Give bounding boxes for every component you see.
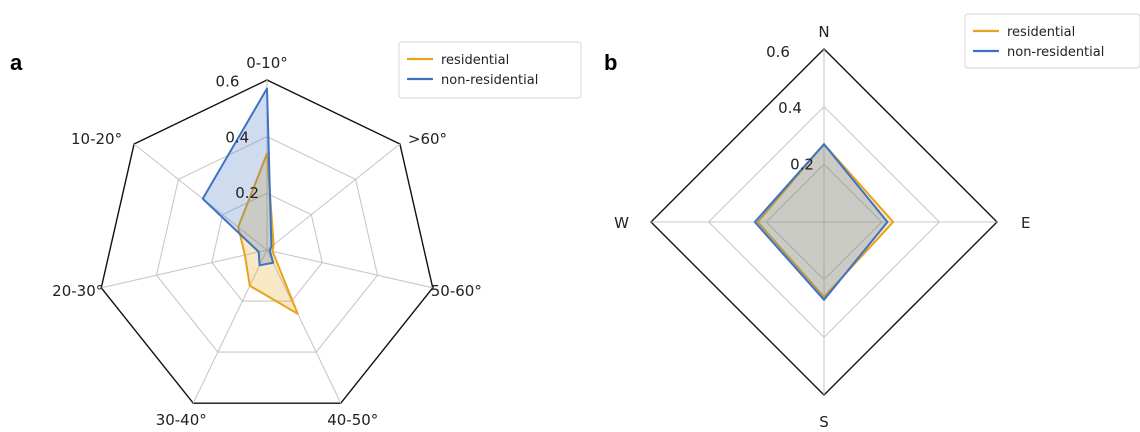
radar-chart-a: a 0.2 0.4 0.6 0-10° >60° 50-60° 40-50° 30-40° 20-… — [10, 41, 582, 429]
category-label: 10-20° — [71, 130, 122, 148]
legend-entry: non-residential — [1007, 45, 1104, 60]
grid-spoke — [133, 143, 268, 251]
category-label: 30-40° — [156, 411, 207, 429]
r-tick-label: 0.4 — [778, 99, 802, 117]
legend-box — [964, 13, 1140, 69]
r-tick-label: 0.6 — [216, 73, 240, 91]
legend-entry: residential — [1007, 25, 1075, 40]
category-label: >60° — [408, 130, 447, 148]
category-label: S — [819, 413, 829, 431]
category-label: N — [818, 23, 829, 41]
category-label: E — [1021, 214, 1030, 232]
series-area-non-residential — [753, 143, 889, 301]
grid-spoke — [192, 249, 268, 404]
category-label: 50-60° — [431, 282, 482, 300]
grid-ring — [155, 136, 379, 353]
r-tick-label: 0.6 — [766, 43, 790, 61]
grid-ring — [211, 192, 323, 302]
series-area-residential — [237, 152, 299, 315]
series-area-non-residential — [201, 87, 275, 267]
legend-entry: residential — [441, 53, 509, 68]
grid-spoke — [266, 249, 342, 404]
grid-spoke — [266, 143, 401, 251]
grid-spoke — [266, 249, 433, 289]
category-label: 20-30° — [52, 282, 103, 300]
legend-entry: non-residential — [441, 73, 538, 88]
panel-label-b: b — [604, 50, 617, 75]
r-tick-label: 0.4 — [225, 128, 249, 146]
category-label: 0-10° — [246, 54, 288, 72]
category-label: W — [614, 214, 629, 232]
grid-spoke — [101, 249, 268, 289]
r-tick-label: 0.2 — [790, 156, 814, 174]
outer-frame — [100, 79, 434, 404]
panel-label-a: a — [10, 50, 23, 75]
legend: residential non-residential — [964, 13, 1140, 69]
r-tick-label: 0.2 — [235, 184, 259, 202]
legend: residential non-residential — [398, 41, 582, 99]
legend-box — [398, 41, 582, 99]
category-label: 40-50° — [327, 411, 378, 429]
